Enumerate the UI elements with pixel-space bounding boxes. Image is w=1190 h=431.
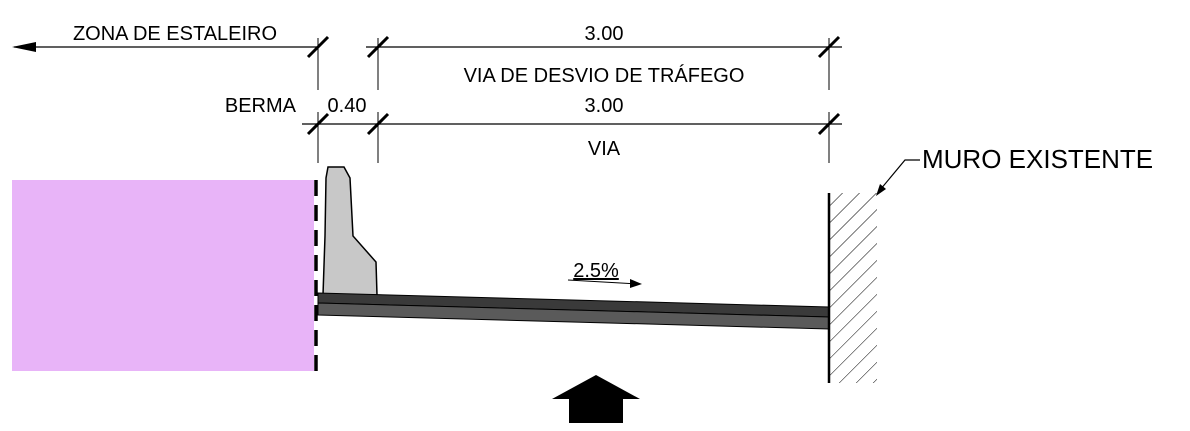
zona-estaleiro-label: ZONA DE ESTALEIRO [73,23,277,45]
berma-dimension-value: 0.40 [328,95,367,117]
via-desvio-label: VIA DE DESVIO DE TRÁFEGO [464,64,745,87]
tick-mark [306,35,330,59]
top-dimension-value: 3.00 [585,23,624,45]
tick-mark [366,112,390,136]
slope-arrow-icon [630,279,642,288]
via-label: VIA [588,138,621,160]
berma-label: BERMA [225,95,297,117]
second-dimension-row: BERMA 0.40 3.00 VIA [225,95,842,163]
new-jersey-barrier-icon [322,166,378,296]
left-arrow-icon [12,42,36,52]
via-dimension-value: 3.00 [585,95,624,117]
muro-existente-label: MURO EXISTENTE [922,144,1153,174]
construction-zone-area [12,180,314,371]
pavement-slab [317,292,830,330]
tick-mark [306,112,330,136]
tick-mark [817,35,841,59]
muro-leader-arrow-icon [876,184,886,196]
slope-arrow-line [567,279,639,285]
tick-mark [366,35,390,59]
tick-mark [817,112,841,136]
up-arrow-icon [552,375,640,423]
wall-hatch-icon [829,193,877,383]
top-dimension-row: ZONA DE ESTALEIRO 3.00 VIA DE DESVIO DE … [12,23,842,90]
muro-leader-line [879,159,920,191]
slope-label: 2.5% [573,260,619,282]
